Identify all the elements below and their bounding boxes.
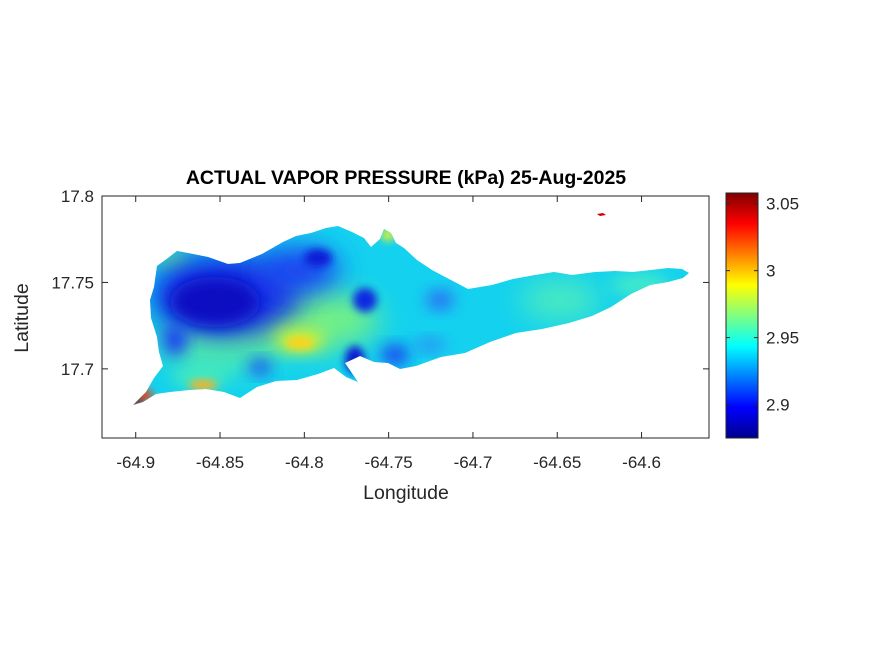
y-axis-label: Latitude [11,283,33,352]
x-tick-label: -64.75 [365,453,413,472]
chart-title: ACTUAL VAPOR PRESSURE (kPa) 25-Aug-2025 [186,167,626,189]
x-axis: -64.9 -64.85 -64.8 -64.75 -64.7 -64.65 -64.6 [116,196,661,472]
colorbar-ticks: 2.9 2.95 3 3.05 [726,195,799,415]
colorbar-tick-label: 2.9 [766,396,790,415]
y-tick-label: 17.7 [61,360,94,379]
x-tick-label: -64.85 [196,453,244,472]
x-tick-label: -64.8 [285,453,324,472]
x-tick-label: -64.65 [533,453,581,472]
x-tick-label: -64.9 [116,453,155,472]
colorbar-tick-label: 2.95 [766,329,799,348]
y-tick-label: 17.8 [61,187,94,206]
x-axis-label: Longitude [363,482,449,504]
y-tick-label: 17.75 [51,273,94,292]
colorbar-tick-label: 3.05 [766,195,799,214]
x-tick-label: -64.7 [454,453,493,472]
x-tick-label: -64.6 [622,453,661,472]
colorbar [725,192,759,439]
colorbar-tick-label: 3 [766,262,775,281]
islet [597,213,606,216]
y-axis: 17.7 17.75 17.8 [51,187,709,379]
